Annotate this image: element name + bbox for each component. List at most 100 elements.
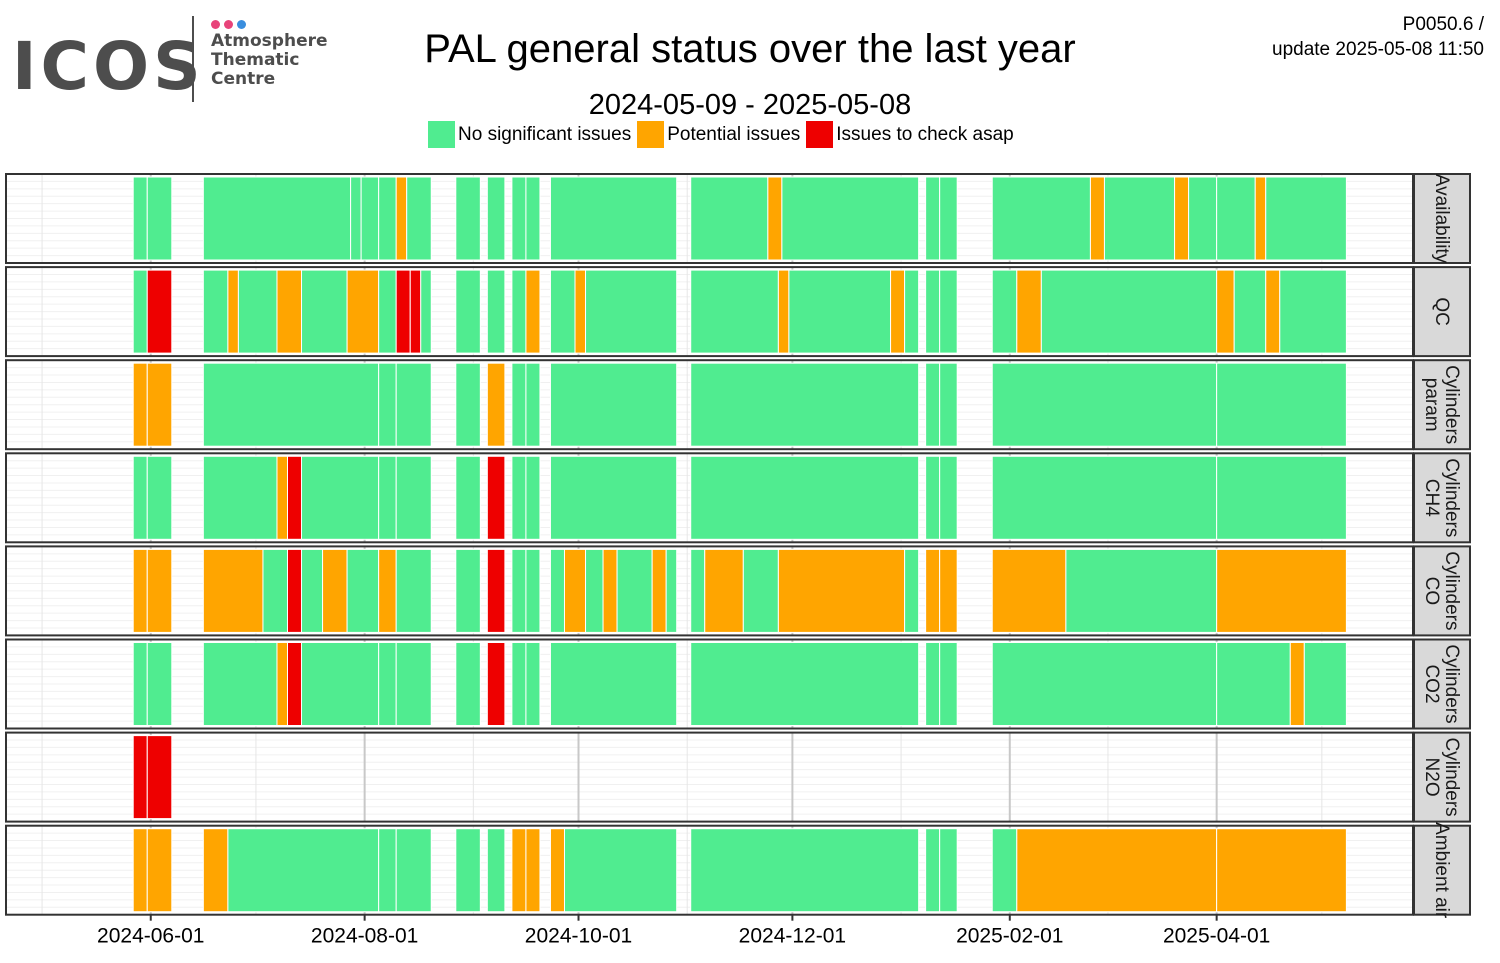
status-bar bbox=[378, 455, 397, 540]
status-bar bbox=[549, 269, 576, 354]
status-bar bbox=[525, 548, 541, 633]
status-bar bbox=[202, 176, 352, 261]
status-bar bbox=[486, 176, 506, 261]
facet-label: CylindersCO bbox=[1421, 551, 1462, 630]
status-bar bbox=[132, 176, 148, 261]
status-bar bbox=[1265, 269, 1281, 354]
status-bar bbox=[511, 548, 527, 633]
logo-divider bbox=[192, 16, 194, 102]
facet-label: Ambient air bbox=[1431, 822, 1452, 919]
status-bar bbox=[904, 548, 920, 633]
status-bar bbox=[486, 642, 506, 726]
x-tick-label: 2024-08-01 bbox=[311, 925, 418, 948]
status-bar bbox=[202, 548, 264, 633]
status-bar bbox=[486, 828, 506, 913]
status-bar bbox=[549, 642, 678, 726]
status-bar bbox=[420, 269, 432, 354]
status-bar bbox=[777, 548, 906, 633]
status-bar bbox=[132, 735, 148, 820]
legend-swatch bbox=[428, 121, 455, 148]
status-bar bbox=[146, 735, 173, 820]
facet-label: Cylindersparam bbox=[1421, 365, 1462, 444]
facet-label-line: QC bbox=[1431, 297, 1452, 326]
facet-label: CylindersCH4 bbox=[1421, 458, 1462, 537]
status-bar bbox=[346, 548, 380, 633]
status-bar bbox=[360, 176, 380, 261]
status-bar bbox=[346, 269, 380, 354]
status-bar bbox=[455, 455, 481, 540]
facet-label-line: Cylinders bbox=[1441, 365, 1462, 444]
facet-strip bbox=[1413, 359, 1471, 451]
status-bar bbox=[395, 455, 432, 540]
status-bar bbox=[276, 455, 289, 540]
status-bar bbox=[455, 642, 481, 726]
facet-label-line: Availability bbox=[1431, 174, 1452, 264]
facet-label: CylindersN2O bbox=[1421, 737, 1462, 816]
status-bar bbox=[925, 828, 941, 913]
status-bar bbox=[925, 642, 941, 726]
status-bar bbox=[890, 269, 906, 354]
x-tick-label: 2024-10-01 bbox=[525, 925, 632, 948]
legend-item: Potential issues bbox=[637, 121, 800, 148]
status-bar bbox=[991, 269, 1018, 354]
status-bar bbox=[549, 176, 678, 261]
status-bar bbox=[1265, 176, 1347, 261]
status-bar bbox=[301, 455, 380, 540]
status-bar bbox=[202, 642, 278, 726]
logo-dot bbox=[211, 20, 220, 29]
status-bar bbox=[1216, 642, 1291, 726]
status-bar bbox=[1233, 269, 1267, 354]
status-bar bbox=[665, 548, 678, 633]
status-bar bbox=[1016, 828, 1218, 913]
chart-subtitle: 2024-05-09 - 2025-05-08 bbox=[588, 89, 912, 121]
status-bar bbox=[132, 455, 148, 540]
status-bar bbox=[767, 176, 783, 261]
status-bar bbox=[146, 455, 173, 540]
legend-label: No significant issues bbox=[458, 123, 632, 145]
status-bar bbox=[788, 269, 892, 354]
status-bar bbox=[262, 548, 288, 633]
status-bar bbox=[227, 828, 380, 913]
x-tick-label: 2024-12-01 bbox=[739, 925, 846, 948]
status-bar bbox=[132, 269, 148, 354]
facet-label-line: N2O bbox=[1421, 758, 1442, 797]
status-bar bbox=[925, 176, 941, 261]
status-bar bbox=[486, 362, 506, 447]
x-tick-label: 2025-02-01 bbox=[956, 925, 1063, 948]
status-bar bbox=[991, 642, 1218, 726]
status-bar bbox=[690, 828, 920, 913]
icos-logo: ICOS Atmosphere Thematic Centre bbox=[10, 14, 330, 106]
status-bar bbox=[237, 269, 278, 354]
facet-label-line: Cylinders bbox=[1441, 737, 1462, 816]
status-bar bbox=[991, 548, 1067, 633]
status-bar bbox=[616, 548, 653, 633]
chart-title: PAL general status over the last year bbox=[424, 27, 1076, 71]
status-bar bbox=[1089, 176, 1105, 261]
status-bar bbox=[202, 828, 229, 913]
logo-sub-line: Centre bbox=[211, 69, 276, 89]
status-bar bbox=[1103, 176, 1176, 261]
status-bar bbox=[925, 362, 941, 447]
status-bar bbox=[1216, 455, 1347, 540]
status-bar bbox=[287, 548, 303, 633]
status-bar bbox=[395, 828, 432, 913]
status-bar bbox=[455, 269, 481, 354]
logo-subtitle: Atmosphere Thematic Centre bbox=[211, 32, 328, 89]
status-bar bbox=[925, 269, 941, 354]
status-bar bbox=[549, 828, 565, 913]
status-bar bbox=[525, 362, 541, 447]
status-bar bbox=[406, 176, 432, 261]
status-bar bbox=[202, 455, 278, 540]
legend-swatch bbox=[806, 121, 834, 148]
x-tick-label: 2025-04-01 bbox=[1163, 925, 1270, 948]
status-bar bbox=[378, 548, 397, 633]
status-bar bbox=[690, 362, 920, 447]
status-bar bbox=[395, 269, 411, 354]
status-bar bbox=[563, 828, 678, 913]
facet-label: QC bbox=[1431, 297, 1452, 326]
status-bar bbox=[395, 362, 432, 447]
status-bar bbox=[511, 176, 527, 261]
status-bar bbox=[378, 828, 397, 913]
facet-label-line: CO bbox=[1421, 577, 1442, 606]
status-bar bbox=[486, 455, 506, 540]
